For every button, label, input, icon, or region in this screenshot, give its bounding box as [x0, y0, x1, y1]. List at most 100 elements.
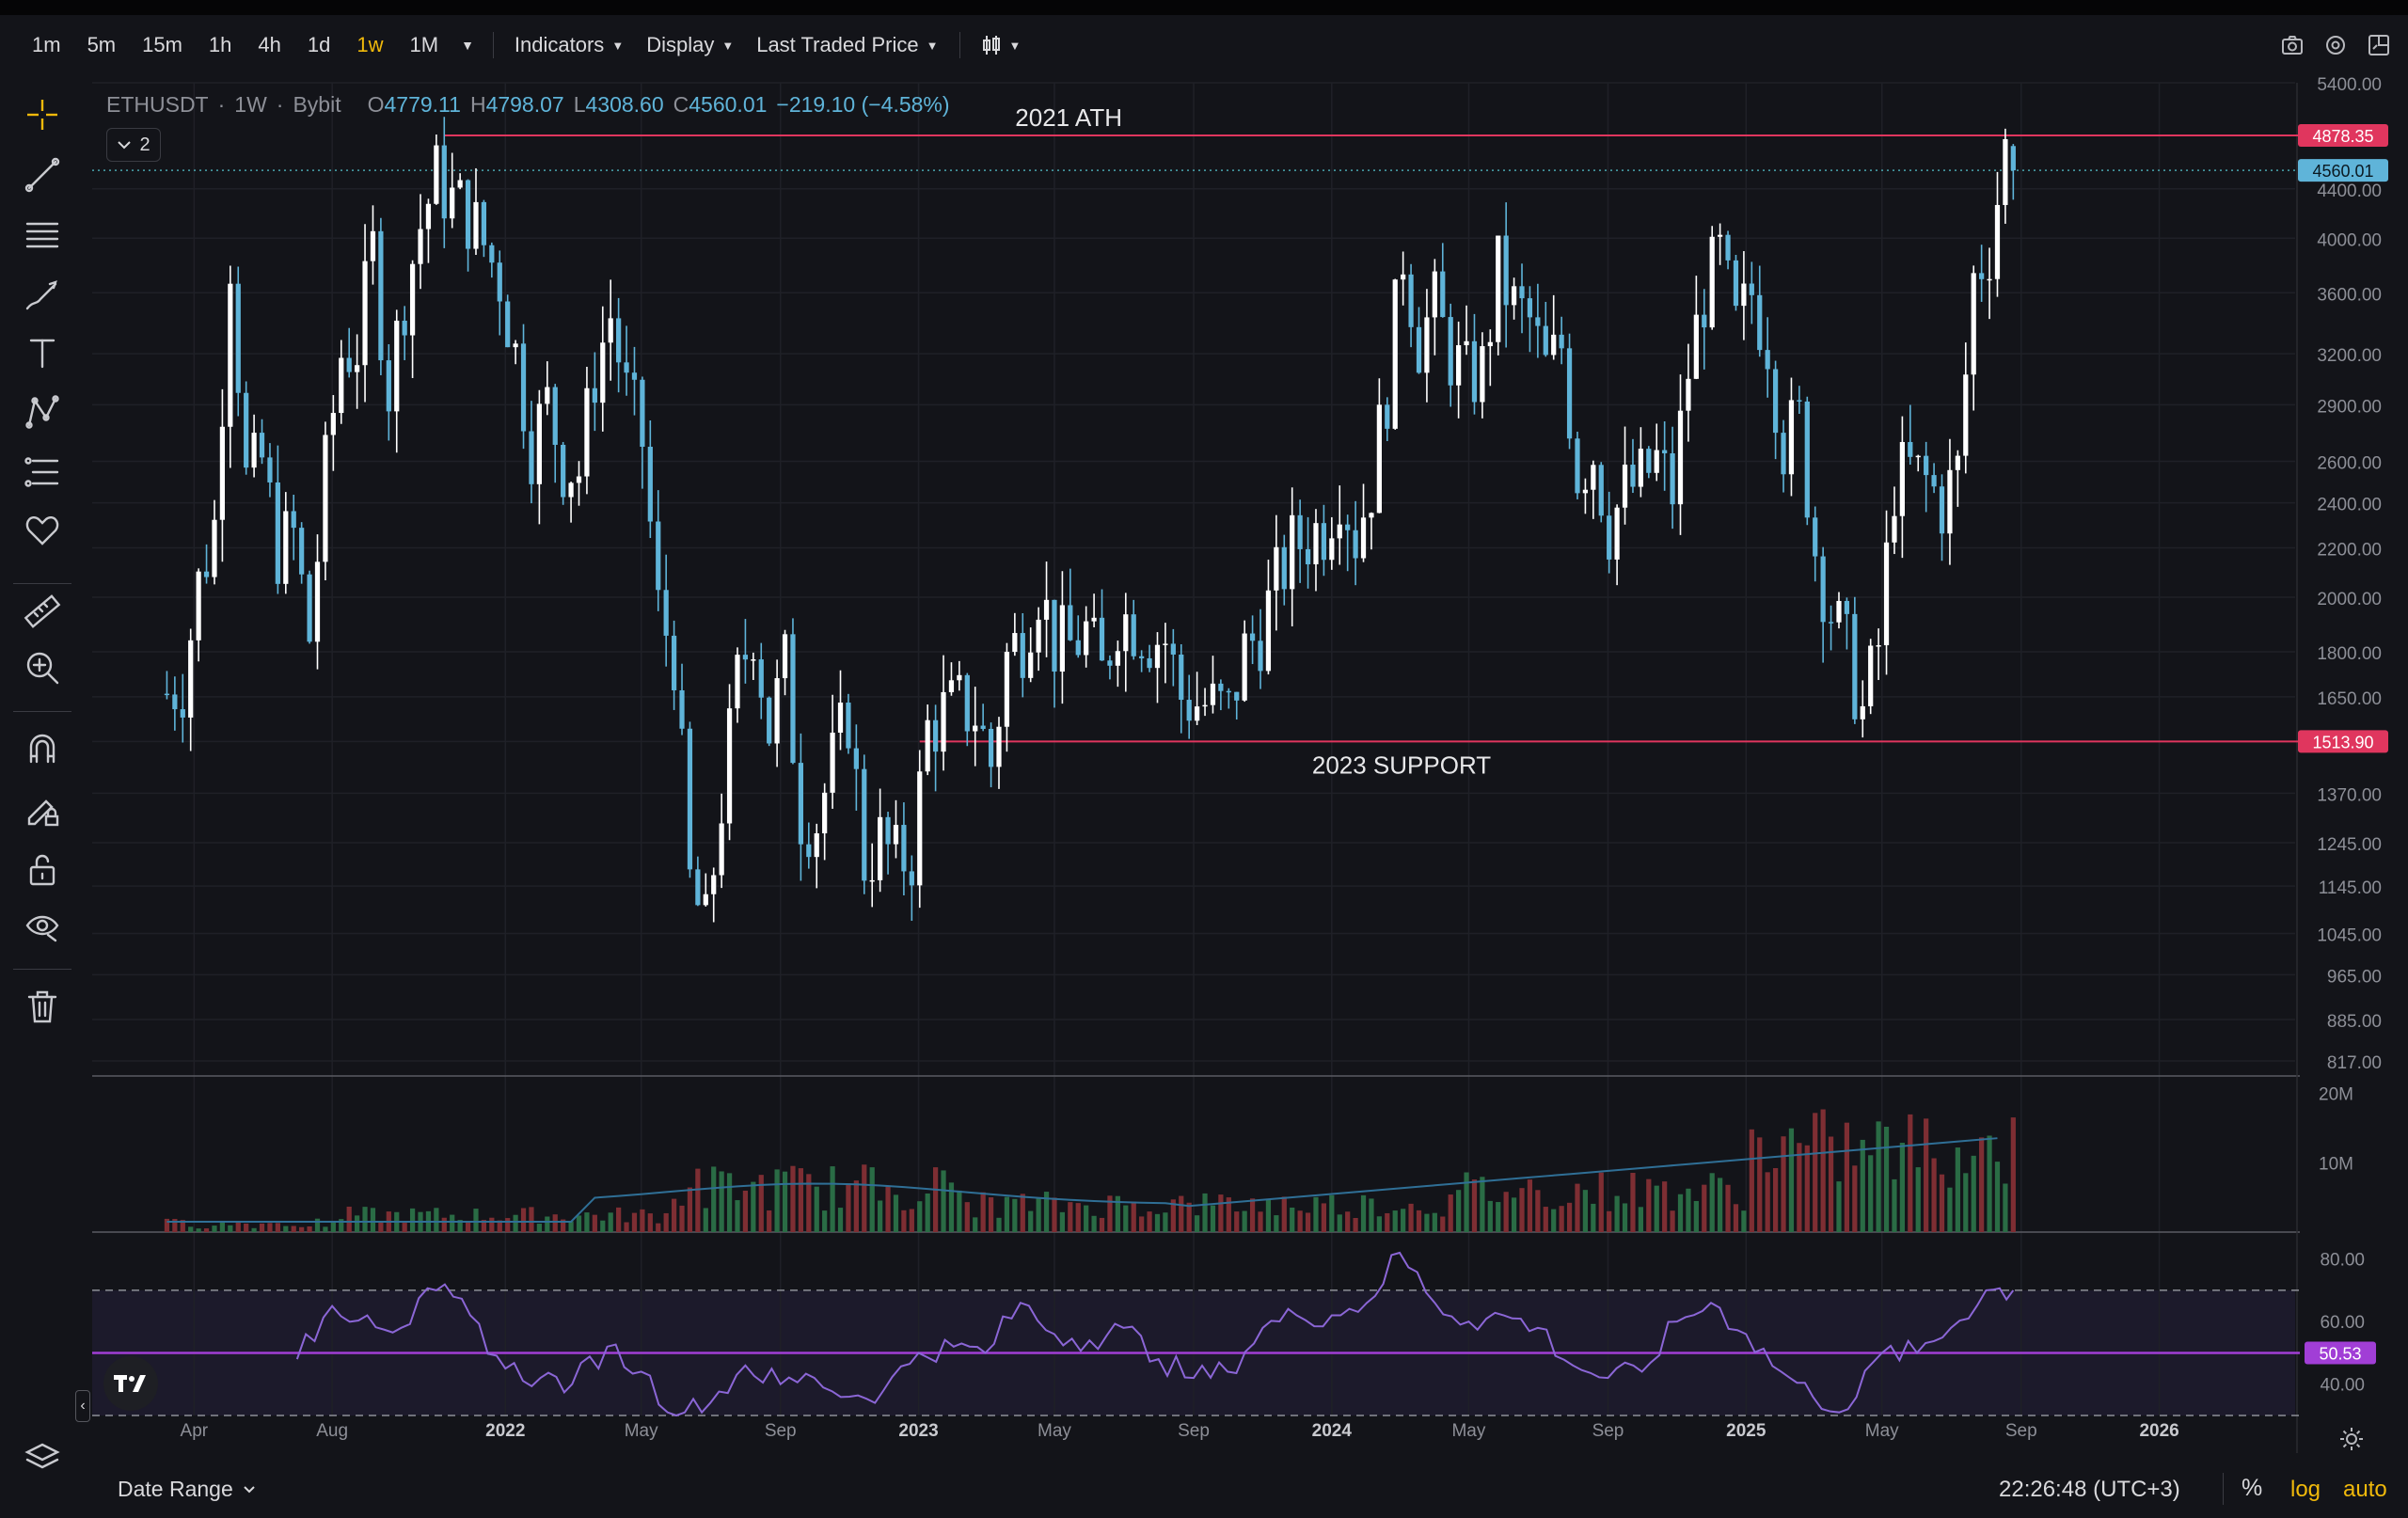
camera-icon[interactable] [2280, 33, 2305, 57]
indicators-menu[interactable]: Indicators ▼ [503, 33, 635, 57]
candle-body [1749, 283, 1754, 295]
date-range-button[interactable]: Date Range [118, 1477, 256, 1502]
candle [798, 733, 803, 881]
legend-low-value: 4308.60 [585, 92, 664, 117]
volume-bar [1963, 1173, 1969, 1232]
candle [869, 843, 875, 908]
candle-body [822, 792, 828, 834]
volume-bar [1265, 1199, 1272, 1232]
candle-body [513, 343, 518, 348]
ruler-icon[interactable] [21, 590, 64, 633]
candle [1471, 313, 1478, 415]
volume-bar [1170, 1199, 1176, 1232]
horizontal-lines-icon[interactable] [21, 213, 64, 257]
layers-icon[interactable] [21, 1436, 64, 1479]
timeframe-4h[interactable]: 4h [258, 33, 281, 56]
volume-bar [1496, 1202, 1501, 1232]
display-menu[interactable]: Display ▼ [635, 33, 745, 57]
candle [726, 684, 733, 841]
volume-bar [481, 1220, 487, 1232]
volume-bar [1725, 1184, 1731, 1232]
candle-body [1813, 517, 1818, 557]
candle-body [1163, 643, 1168, 645]
eye-icon[interactable] [21, 904, 64, 947]
fib-tool-icon[interactable] [21, 451, 64, 494]
candle [878, 788, 883, 893]
price-tick-label: 2400.00 [2317, 496, 2382, 515]
trash-icon[interactable] [21, 985, 64, 1028]
candle-body [1757, 294, 1763, 351]
candle [814, 823, 819, 889]
timeframe-1h[interactable]: 1h [208, 33, 232, 56]
volume-bar [608, 1212, 613, 1232]
timeframe-1m[interactable]: 1m [32, 33, 61, 56]
chart-type-menu[interactable]: ▼ [970, 34, 1033, 56]
time-axis[interactable]: Apr Aug 2022 May Sep 2023 May Sep 2024 May Sep 2025… [181, 1421, 2179, 1441]
price-tag: 4560.01 [2298, 159, 2388, 182]
candle [1424, 289, 1430, 403]
price-type-menu[interactable]: Last Traded Price ▼ [745, 33, 949, 57]
log-scale-toggle[interactable]: log [2290, 1477, 2321, 1502]
volume-bar [1686, 1188, 1691, 1232]
volume-bar [719, 1171, 724, 1232]
draw-lock-pencil-icon[interactable] [21, 787, 64, 830]
timeframe-1w[interactable]: 1w [356, 33, 384, 56]
clock-timezone[interactable]: 22:26:48 (UTC+3) [1999, 1477, 2180, 1502]
volume-bar [1464, 1172, 1469, 1232]
candle [291, 495, 296, 561]
candle-body [624, 362, 629, 373]
volume-bar [314, 1218, 321, 1232]
volume-bar [853, 1180, 859, 1232]
percent-scale-toggle[interactable]: % [2242, 1475, 2263, 1501]
candle [1337, 485, 1342, 565]
candle-body [1781, 433, 1786, 475]
candle-body [1139, 656, 1145, 658]
volume-bar [1084, 1205, 1089, 1232]
collapse-panel-arrow-icon[interactable]: ‹ [75, 1390, 90, 1422]
timeframe-5m[interactable]: 5m [87, 33, 117, 56]
volume-bar [409, 1208, 416, 1232]
timeframe-more-caret-icon[interactable]: ▼ [461, 38, 474, 53]
chevron-down-icon [118, 141, 132, 150]
candle [1170, 628, 1176, 687]
legend-collapse-button[interactable]: 2 [106, 128, 161, 162]
volume-bar [1693, 1200, 1699, 1232]
trend-line-icon[interactable] [21, 153, 64, 197]
auto-scale-toggle[interactable]: auto [2343, 1477, 2387, 1502]
price-tick-label: 2000.00 [2317, 590, 2382, 609]
unlock-icon[interactable] [21, 847, 64, 891]
candle-body [853, 748, 859, 769]
volume-bar [671, 1198, 677, 1232]
volume-bar [1598, 1172, 1604, 1232]
volume-bar [196, 1228, 201, 1232]
timeframe-15m[interactable]: 15m [142, 33, 182, 56]
candle [1702, 289, 1707, 370]
axis-settings-gear-icon[interactable] [2337, 1424, 2367, 1454]
brush-icon[interactable] [21, 274, 64, 317]
candle [1836, 592, 1842, 629]
candle-body [1154, 644, 1161, 669]
candle [1464, 305, 1469, 356]
volume-bar [751, 1181, 756, 1232]
candle [520, 324, 527, 450]
text-tool-icon[interactable] [21, 332, 64, 375]
candle [339, 340, 344, 424]
pattern-tool-icon[interactable] [21, 390, 64, 434]
candle-body [1084, 621, 1089, 656]
volume-bar [275, 1223, 280, 1232]
zoom-in-icon[interactable] [21, 646, 64, 689]
volume-bar [346, 1206, 352, 1232]
crosshair-icon[interactable] [21, 93, 64, 136]
volume-bar [735, 1200, 740, 1232]
favorites-heart-icon[interactable] [21, 509, 64, 552]
fullscreen-layout-icon[interactable] [2367, 33, 2391, 57]
tradingview-logo[interactable] [103, 1356, 158, 1411]
timeframe-1M[interactable]: 1M [409, 33, 439, 56]
timeframe-1d[interactable]: 1d [307, 33, 331, 56]
candle [647, 419, 653, 539]
settings-gear-icon[interactable] [2323, 33, 2348, 57]
legend-symbol[interactable]: ETHUSDT [106, 92, 209, 117]
magnet-icon[interactable] [21, 727, 64, 770]
price-axis[interactable]: 817.00 885.00 965.00 1045.00 1145.00 1245.00 1… [2317, 75, 2382, 1396]
